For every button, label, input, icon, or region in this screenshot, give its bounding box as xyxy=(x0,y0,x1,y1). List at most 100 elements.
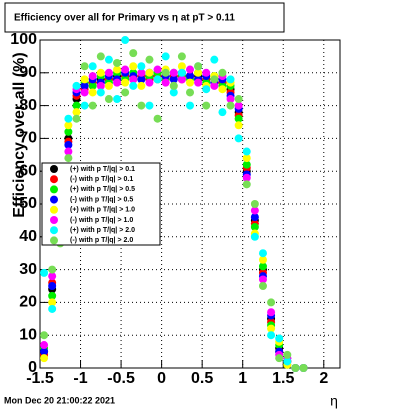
legend-marker xyxy=(50,226,58,235)
data-point xyxy=(186,88,194,97)
data-point xyxy=(40,341,49,350)
legend-marker xyxy=(50,185,58,194)
data-point xyxy=(80,101,89,110)
data-point xyxy=(258,255,267,264)
y-tick-label: 100 xyxy=(10,31,37,48)
data-point xyxy=(88,81,97,90)
y-tick-label: 60 xyxy=(19,162,37,179)
data-point xyxy=(88,101,97,110)
data-point xyxy=(267,324,276,333)
legend-label: (-) with p T/|q| > 1.0 xyxy=(70,217,133,224)
data-point xyxy=(48,272,57,281)
data-point xyxy=(267,308,276,317)
data-point xyxy=(250,213,259,222)
data-point xyxy=(226,75,235,84)
data-point xyxy=(64,121,73,130)
data-point xyxy=(242,160,251,169)
data-point xyxy=(299,364,308,372)
data-point xyxy=(121,88,130,97)
chart-title: Efficiency over all for Primary vs η at … xyxy=(14,13,235,24)
x-tick-label: 2 xyxy=(319,370,328,387)
y-tick-label: 30 xyxy=(19,261,37,278)
title-box xyxy=(4,2,285,33)
data-point xyxy=(88,88,97,97)
data-point xyxy=(267,331,276,340)
data-point xyxy=(194,62,203,71)
data-point xyxy=(40,347,49,356)
data-point xyxy=(258,282,267,290)
y-tick-label: 0 xyxy=(28,359,37,376)
data-point xyxy=(161,52,170,61)
legend-label: (-) with p T/|q| > 0.5 xyxy=(70,196,133,203)
data-point xyxy=(283,350,292,359)
legend-label: (-) with p T/|q| > 0.1 xyxy=(70,176,133,183)
x-tick-label: -0.5 xyxy=(107,370,135,387)
data-point xyxy=(177,68,186,77)
data-point xyxy=(194,78,203,87)
data-point xyxy=(169,81,178,90)
data-point xyxy=(72,101,81,110)
data-point xyxy=(161,78,170,87)
data-point xyxy=(48,291,57,300)
data-point xyxy=(234,121,243,130)
data-point xyxy=(121,78,130,87)
data-point xyxy=(275,354,284,363)
data-point xyxy=(153,75,162,84)
data-point xyxy=(137,68,146,77)
data-point xyxy=(234,114,243,123)
data-point xyxy=(88,62,97,71)
data-point xyxy=(145,68,154,77)
legend-box xyxy=(41,162,161,246)
data-point xyxy=(64,127,73,136)
data-point xyxy=(40,331,49,340)
y-tick-label: 50 xyxy=(19,195,37,212)
data-point xyxy=(129,62,138,71)
data-point xyxy=(210,55,219,64)
x-tick-label: 0 xyxy=(157,370,166,387)
data-point xyxy=(137,62,146,71)
legend-label: (+) with p T/|q| > 0.1 xyxy=(70,166,135,173)
data-point xyxy=(96,68,105,77)
data-point xyxy=(80,81,89,90)
data-point xyxy=(177,62,186,71)
data-point xyxy=(96,81,105,90)
data-point xyxy=(234,95,243,104)
data-point xyxy=(194,68,203,77)
data-point xyxy=(250,200,259,208)
data-point xyxy=(218,108,227,117)
data-point xyxy=(80,75,89,84)
data-point xyxy=(186,78,194,87)
data-point xyxy=(145,55,154,64)
data-point xyxy=(202,85,211,94)
data-point xyxy=(186,65,194,74)
x-tick-label: 1.5 xyxy=(272,370,294,387)
data-point xyxy=(121,36,130,44)
data-point xyxy=(161,68,170,77)
data-point xyxy=(137,101,146,110)
data-point xyxy=(64,114,73,123)
data-point xyxy=(64,147,73,156)
y-tick-label: 40 xyxy=(19,228,37,245)
data-point xyxy=(137,81,146,90)
data-point xyxy=(40,268,49,277)
legend-label: (-) with p T/|q| > 2.0 xyxy=(70,237,133,244)
y-tick-label: 10 xyxy=(19,326,37,343)
data-point xyxy=(113,95,122,104)
data-point xyxy=(104,81,113,90)
data-point xyxy=(104,95,113,104)
data-point xyxy=(186,72,194,81)
data-point xyxy=(113,58,122,67)
data-point xyxy=(48,265,57,274)
data-point xyxy=(48,304,57,313)
data-point xyxy=(48,282,57,290)
data-point xyxy=(113,65,122,74)
data-point xyxy=(137,75,146,84)
y-axis-label: Efficiency over all (%) xyxy=(11,52,28,217)
data-point xyxy=(250,232,259,241)
data-point xyxy=(129,75,138,84)
data-point xyxy=(80,88,89,97)
data-point xyxy=(291,364,300,372)
data-point xyxy=(113,78,122,87)
data-point xyxy=(129,81,138,90)
data-point xyxy=(210,75,219,84)
